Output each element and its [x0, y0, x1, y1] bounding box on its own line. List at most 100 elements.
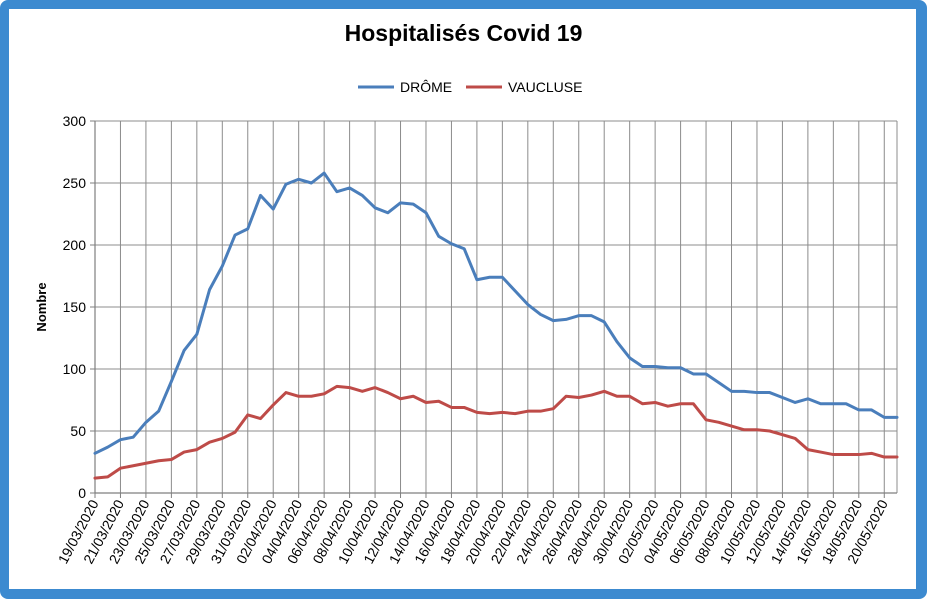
data-point — [514, 289, 517, 292]
data-point — [335, 385, 338, 388]
data-point — [717, 421, 720, 424]
chart-area — [9, 9, 916, 589]
data-point — [603, 320, 606, 323]
data-point — [119, 438, 122, 441]
axis-labels: 05010015020025030019/03/202021/03/202023… — [34, 113, 891, 566]
data-point — [781, 396, 784, 399]
data-point — [310, 182, 313, 185]
data-point — [374, 386, 377, 389]
data-point — [297, 395, 300, 398]
data-point — [641, 402, 644, 405]
data-point — [208, 441, 211, 444]
data-point — [539, 410, 542, 413]
data-point — [539, 313, 542, 316]
legend-label: DRÔME — [400, 79, 452, 95]
data-point — [412, 395, 415, 398]
data-point — [654, 365, 657, 368]
data-point — [628, 395, 631, 398]
data-point — [170, 458, 173, 461]
y-tick-label: 300 — [63, 113, 87, 129]
data-point — [806, 397, 809, 400]
series-line-vaucluse — [93, 384, 899, 480]
data-point — [323, 392, 326, 395]
data-point — [297, 178, 300, 181]
y-tick-label: 150 — [63, 299, 87, 315]
data-point — [552, 319, 555, 322]
data-point — [896, 456, 899, 459]
data-point — [666, 366, 669, 369]
data-point — [183, 451, 186, 454]
data-point — [246, 413, 249, 416]
data-point — [234, 431, 237, 434]
data-point — [845, 453, 848, 456]
legend: DRÔME VAUCLUSE — [358, 79, 582, 95]
data-point — [590, 394, 593, 397]
data-point — [284, 391, 287, 394]
data-point — [883, 456, 886, 459]
data-point — [221, 437, 224, 440]
y-tick-label: 100 — [63, 361, 87, 377]
data-point — [183, 349, 186, 352]
axes — [90, 120, 897, 498]
data-point — [666, 405, 669, 408]
data-point — [157, 410, 160, 413]
data-point — [717, 381, 720, 384]
data-point — [781, 433, 784, 436]
data-point — [348, 386, 351, 389]
data-point — [132, 464, 135, 467]
data-point — [424, 401, 427, 404]
data-point — [170, 380, 173, 383]
data-point — [463, 406, 466, 409]
data-point — [641, 365, 644, 368]
data-point — [768, 430, 771, 433]
data-point — [437, 400, 440, 403]
data-point — [284, 183, 287, 186]
data-point — [361, 194, 364, 197]
data-point — [896, 416, 899, 419]
data-point — [246, 227, 249, 230]
data-point — [552, 407, 555, 410]
data-point — [272, 208, 275, 211]
data-point — [475, 411, 478, 414]
y-tick-label: 50 — [70, 423, 86, 439]
data-point — [94, 452, 97, 455]
data-point — [832, 453, 835, 456]
data-point — [526, 410, 529, 413]
data-point — [195, 448, 198, 451]
data-point — [348, 186, 351, 189]
data-point — [577, 396, 580, 399]
data-point — [501, 411, 504, 414]
grid — [94, 120, 898, 494]
data-point — [845, 402, 848, 405]
data-point — [806, 448, 809, 451]
chart-title: Hospitalisés Covid 19 — [344, 20, 583, 46]
data-point — [488, 276, 491, 279]
data-point — [323, 172, 326, 175]
data-point — [106, 475, 109, 478]
data-point — [603, 390, 606, 393]
data-point — [94, 477, 97, 480]
data-point — [221, 265, 224, 268]
data-point — [144, 462, 147, 465]
data-point — [857, 453, 860, 456]
data-point — [386, 391, 389, 394]
data-point — [335, 190, 338, 193]
data-point — [374, 206, 377, 209]
data-point — [730, 425, 733, 428]
data-point — [361, 390, 364, 393]
legend-label: VAUCLUSE — [508, 79, 582, 95]
data-point — [654, 401, 657, 404]
data-point — [565, 318, 568, 321]
data-point — [615, 340, 618, 343]
data-point — [450, 242, 453, 245]
data-point — [399, 397, 402, 400]
data-point — [794, 437, 797, 440]
data-point — [870, 452, 873, 455]
data-point — [119, 467, 122, 470]
data-point — [679, 366, 682, 369]
data-point — [857, 408, 860, 411]
y-tick-label: 200 — [63, 237, 87, 253]
data-point — [615, 395, 618, 398]
data-point — [743, 390, 746, 393]
